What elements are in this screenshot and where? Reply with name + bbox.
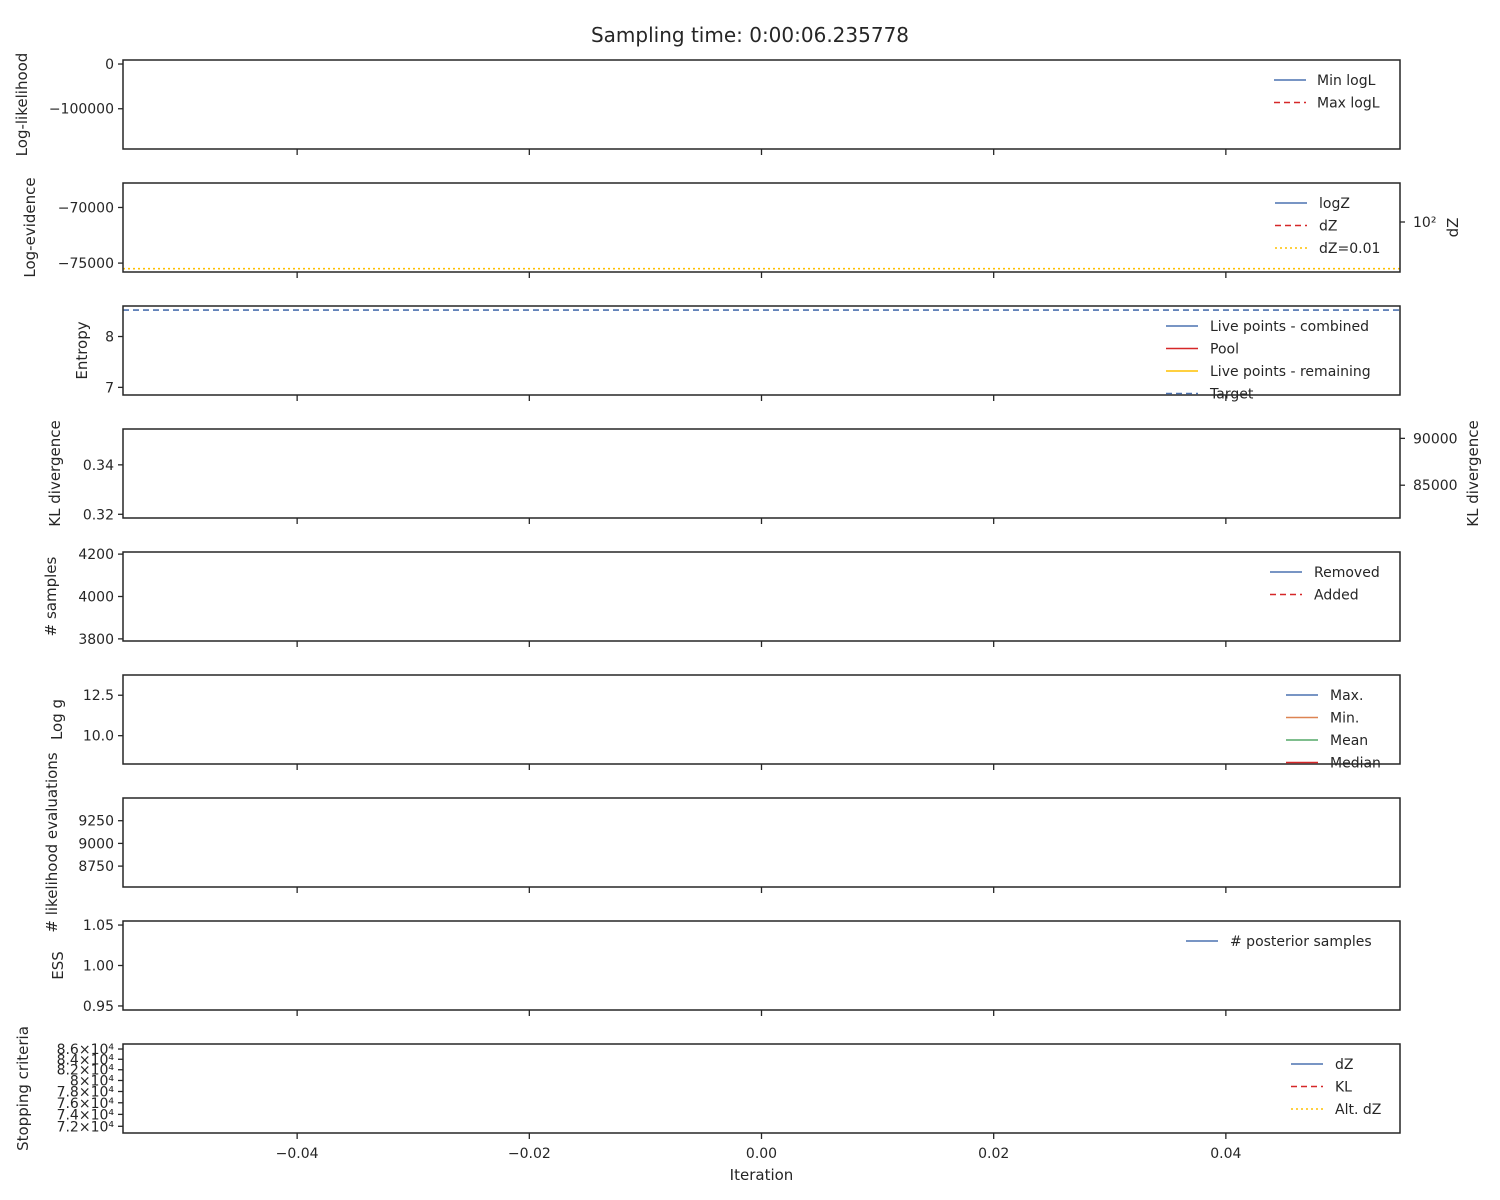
y-axis-label: Log g (48, 699, 66, 740)
axes-frame (122, 1043, 1401, 1134)
legend-label: Max. (1330, 688, 1363, 704)
right-y-tick-label: 10² (1413, 215, 1436, 231)
figure-title: Sampling time: 0:00:06.235778 (591, 23, 909, 47)
y-tick-label: 9000 (78, 836, 114, 852)
y-tick-label: 10.0 (83, 729, 114, 745)
legend: Max. Min. Mean Median (1286, 688, 1381, 772)
y-tick-label: 8 (105, 330, 114, 346)
y-tick-label: −100000 (49, 102, 114, 118)
y-tick-label: 1.00 (83, 959, 114, 975)
y-tick-label: 0 (105, 57, 114, 73)
y-tick-label: 8.6×10⁴ (57, 1042, 115, 1058)
axes-frame (122, 920, 1401, 1011)
legend-label: Mean (1330, 733, 1368, 749)
legend-label: Min logL (1317, 73, 1376, 89)
y-tick-label: 7 (105, 380, 114, 396)
y-tick-label: 12.5 (83, 688, 114, 704)
legend-label: dZ=0.01 (1319, 241, 1380, 257)
legend: logZ dZ dZ=0.01 (1275, 196, 1380, 257)
legend: # posterior samples (1186, 934, 1372, 950)
y-tick-label: −70000 (58, 200, 114, 216)
y-tick-label: 8.2×10⁴ (57, 1063, 115, 1079)
legend-label: Live points - remaining (1210, 364, 1371, 380)
y-axis-label: Stopping criteria (14, 1026, 32, 1151)
axes-frame (122, 182, 1401, 273)
legend-label: Target (1209, 387, 1254, 403)
y-axis-label: # samples (42, 556, 60, 636)
y-tick-label: 8750 (78, 859, 114, 875)
y-axis-label: ESS (49, 951, 67, 980)
y-tick-label: 3800 (78, 632, 114, 648)
legend-label: Added (1314, 588, 1359, 604)
y-tick-label: 0.32 (83, 507, 114, 523)
y-tick-label: −75000 (58, 256, 114, 272)
legend-label: Live points - combined (1210, 319, 1369, 335)
y-tick-label: 0.95 (83, 999, 114, 1015)
y-tick-label: 7.6×10⁴ (57, 1096, 115, 1112)
y-tick-label: 7.8×10⁴ (57, 1084, 115, 1100)
panel-6: 12.5 10.0 Log g Max. Min. Mean Median (48, 674, 1401, 772)
y-tick-label: 1.05 (83, 918, 114, 934)
x-tick-label: −0.02 (508, 1146, 551, 1162)
x-tick-label: 0.02 (978, 1146, 1009, 1162)
x-tick-label: 0.04 (1210, 1146, 1241, 1162)
y-axis-label: Entropy (73, 321, 91, 379)
axes-frame (122, 305, 1401, 396)
legend-label: dZ (1319, 219, 1337, 235)
legend-label: Median (1330, 756, 1381, 772)
axes-frame (122, 797, 1401, 888)
x-tick-label: 0.00 (746, 1146, 777, 1162)
legend: Removed Added (1270, 565, 1380, 604)
panel-8: 1.05 1.00 0.95 ESS # posterior samples (49, 918, 1401, 1016)
y-tick-label: 0.34 (83, 458, 114, 474)
panel-4: 0.34 0.32 KL divergence 90000 85000 KL diverg… (46, 420, 1482, 526)
panel-7: 9250 9000 8750 # likelihood evaluations (43, 752, 1401, 933)
y-tick-label: 4200 (78, 547, 114, 563)
right-y-axis-label: KL divergence (1464, 420, 1482, 526)
y-tick-label: 7.4×10⁴ (57, 1107, 115, 1123)
panel-1: 0 −100000 Log-likelihood Min logL Max logL (13, 53, 1401, 157)
panel-5: 4200 4000 3800 # samples Removed Added (42, 547, 1401, 648)
legend-label: Pool (1210, 342, 1239, 358)
legend-label: Max logL (1317, 96, 1380, 112)
legend-label: Alt. dZ (1335, 1102, 1381, 1118)
legend-label: dZ (1335, 1057, 1353, 1073)
y-tick-label: 4000 (78, 590, 114, 606)
legend-label: logZ (1319, 196, 1350, 212)
legend: Min logL Max logL (1274, 73, 1380, 112)
y-tick-label: 7.2×10⁴ (57, 1119, 115, 1135)
legend-label: Min. (1330, 711, 1359, 727)
right-y-tick-label: 90000 (1413, 431, 1458, 447)
axes-frame (122, 428, 1401, 519)
y-axis-label: Log-evidence (21, 177, 39, 277)
y-tick-label: 8.4×10⁴ (57, 1052, 115, 1068)
y-axis-label: # likelihood evaluations (43, 752, 61, 932)
y-tick-label: 9250 (78, 814, 114, 830)
axes-frame (122, 59, 1401, 150)
legend: Live points - combined Pool Live points - … (1166, 319, 1371, 403)
panel-2: −70000 −75000 Log-evidence 10² dZ logZ dZ dZ=0.… (21, 177, 1462, 278)
legend-label: KL (1335, 1080, 1352, 1096)
legend-label: # posterior samples (1230, 934, 1372, 950)
right-y-tick-label: 85000 (1413, 478, 1458, 494)
y-tick-label: 8×10⁴ (70, 1073, 114, 1089)
y-axis-label: KL divergence (46, 420, 64, 526)
legend: dZ KL Alt. dZ (1291, 1057, 1381, 1118)
x-tick-label: −0.04 (276, 1146, 319, 1162)
right-y-axis-label: dZ (1444, 218, 1462, 238)
y-axis-label: Log-likelihood (13, 53, 31, 157)
axes-frame (122, 674, 1401, 765)
legend-label: Removed (1314, 565, 1380, 581)
axes-frame (122, 551, 1401, 642)
panel-9: 8.6×10⁴8.4×10⁴8.2×10⁴8×10⁴7.8×10⁴7.6×10⁴… (14, 1026, 1401, 1184)
x-axis-label: Iteration (730, 1166, 794, 1184)
